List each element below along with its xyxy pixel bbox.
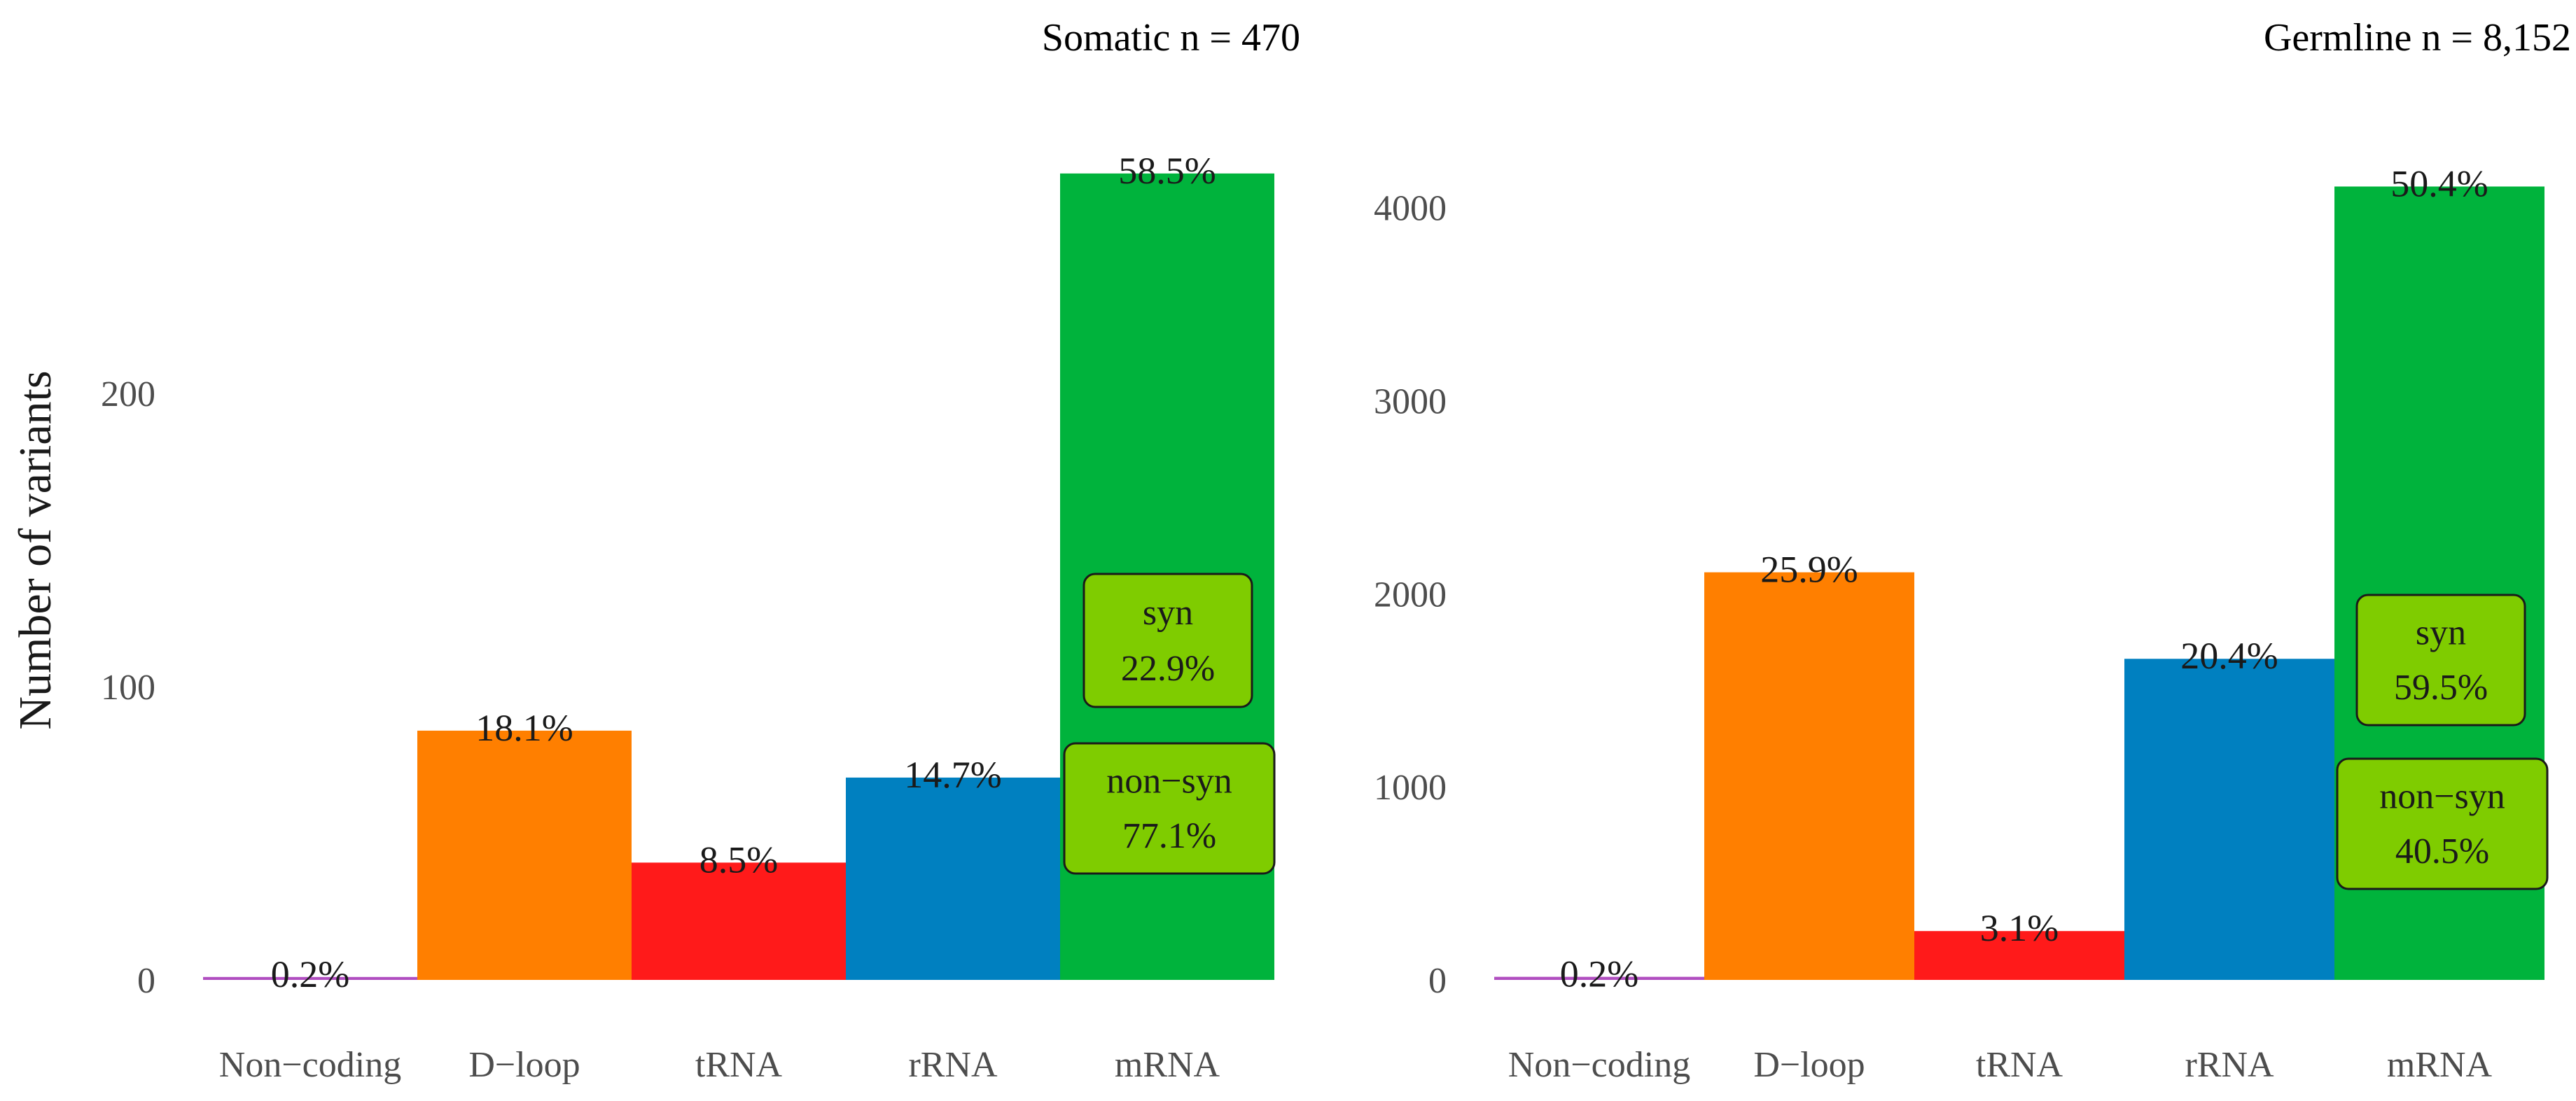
somatic-bar-label-0: 0.2%	[271, 953, 349, 995]
germline-panel: Germline n = 8,152 0 1000 2000 3000 4000 0.2…	[1374, 16, 2571, 1085]
germline-bar-label-2: 3.1%	[1980, 907, 2059, 949]
germline-bar-label-3: 20.4%	[2180, 635, 2278, 677]
germline-annotation-label-0: syn	[2416, 613, 2466, 653]
germline-bar-3	[2124, 659, 2334, 980]
somatic-panel: Somatic n = 470 0 100 200 0.2% 18.1% 8.5% 14.…	[101, 16, 1300, 1085]
somatic-x-tick-0: Non−coding	[219, 1045, 401, 1085]
germline-annotations: syn 59.5% non−syn 40.5%	[2336, 594, 2549, 890]
germline-x-tick-4: mRNA	[2387, 1045, 2493, 1085]
somatic-annotation-box-1	[1063, 742, 1276, 875]
somatic-y-tick-0: 0	[137, 961, 155, 1001]
germline-annotation-box-1	[2336, 757, 2549, 890]
somatic-y-tick-2: 200	[101, 374, 155, 414]
somatic-bar-2	[632, 862, 846, 980]
somatic-bar-label-1: 18.1%	[475, 707, 573, 749]
somatic-annotation-label-1: non−syn	[1106, 762, 1232, 801]
somatic-bar-label-2: 8.5%	[699, 839, 778, 881]
somatic-bar-0	[203, 976, 417, 980]
somatic-bar-3	[846, 777, 1060, 980]
germline-bar-labels: 0.2% 25.9% 3.1% 20.4% 50.4%	[1560, 162, 2488, 995]
somatic-annotation-value-0: 22.9%	[1121, 649, 1215, 689]
germline-title: Germline n = 8,152	[2264, 16, 2571, 59]
somatic-bar-label-4: 58.5%	[1118, 150, 1216, 192]
germline-bar-label-4: 50.4%	[2390, 162, 2488, 204]
germline-x-tick-2: tRNA	[1976, 1045, 2063, 1085]
germline-y-ticks: 0 1000 2000 3000 4000	[1374, 189, 1447, 1001]
germline-bar-label-1: 25.9%	[1760, 549, 1858, 591]
germline-y-tick-1: 1000	[1374, 768, 1447, 808]
germline-x-tick-3: rRNA	[2185, 1045, 2274, 1085]
somatic-y-ticks: 0 100 200	[101, 374, 155, 1001]
germline-annotation-value-1: 40.5%	[2395, 832, 2489, 871]
somatic-annotations: syn 22.9% non−syn 77.1%	[1063, 573, 1276, 875]
germline-y-tick-3: 3000	[1374, 381, 1447, 421]
germline-annotation-box-0	[2355, 594, 2526, 727]
germline-y-tick-0: 0	[1428, 961, 1447, 1001]
somatic-annotation-box-0	[1082, 573, 1253, 708]
somatic-x-tick-2: tRNA	[695, 1045, 783, 1085]
germline-y-tick-2: 2000	[1374, 575, 1447, 615]
germline-annotation-label-1: non−syn	[2379, 777, 2505, 817]
somatic-annotation-label-0: syn	[1143, 593, 1193, 633]
germline-x-ticks: Non−coding D−loop tRNA rRNA mRNA	[1508, 1045, 2493, 1085]
germline-y-tick-4: 4000	[1374, 189, 1447, 229]
somatic-bar-labels: 0.2% 18.1% 8.5% 14.7% 58.5%	[271, 150, 1216, 995]
germline-bar-0	[1494, 976, 1704, 980]
somatic-annotation-value-1: 77.1%	[1122, 816, 1216, 856]
somatic-x-tick-4: mRNA	[1115, 1045, 1220, 1085]
somatic-x-ticks: Non−coding D−loop tRNA rRNA mRNA	[219, 1045, 1220, 1085]
somatic-x-tick-3: rRNA	[908, 1045, 998, 1085]
somatic-title: Somatic n = 470	[1042, 16, 1300, 59]
somatic-y-tick-1: 100	[101, 668, 155, 708]
germline-annotation-value-0: 59.5%	[2394, 668, 2488, 708]
y-axis-label: Number of variants	[10, 370, 61, 729]
germline-x-tick-0: Non−coding	[1508, 1045, 1690, 1085]
somatic-bar-label-3: 14.7%	[904, 754, 1001, 796]
somatic-x-tick-1: D−loop	[468, 1045, 580, 1085]
germline-x-tick-1: D−loop	[1753, 1045, 1865, 1085]
germline-bar-1	[1704, 572, 1914, 980]
germline-bar-label-0: 0.2%	[1560, 953, 1638, 995]
somatic-bar-1	[417, 730, 632, 980]
germline-bar-2	[1914, 931, 2124, 980]
